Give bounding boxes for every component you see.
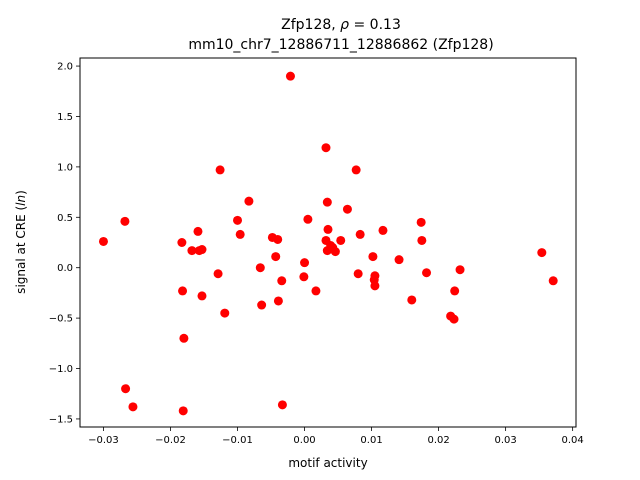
data-point <box>255 263 265 273</box>
data-point <box>394 255 404 265</box>
data-point <box>98 236 108 246</box>
data-point <box>273 296 283 306</box>
data-point <box>336 235 346 245</box>
data-point <box>370 281 380 291</box>
x-axis-ticks: −0.03 −0.02 −0.01 0.00 0.01 0.02 0.03 0.04 <box>88 427 584 446</box>
x-tick-label: 0.01 <box>360 435 382 446</box>
data-point <box>277 276 287 286</box>
data-point <box>353 269 363 279</box>
data-point <box>422 268 432 278</box>
data-point <box>455 265 465 275</box>
x-tick-label: −0.01 <box>222 435 253 446</box>
y-tick-label: 0.0 <box>57 263 73 274</box>
x-axis-label: motif activity <box>288 456 367 470</box>
data-point <box>322 197 332 207</box>
y-tick-label: 1.0 <box>57 162 73 173</box>
data-point <box>220 308 230 318</box>
data-point <box>121 384 131 394</box>
data-point <box>257 300 267 310</box>
data-point <box>215 165 225 175</box>
data-point <box>303 214 313 224</box>
y-axis-ticks: −1.5 −1.0 −0.5 0.0 0.5 1.0 1.5 2.0 <box>49 62 80 425</box>
data-point <box>213 269 223 279</box>
data-point <box>197 245 207 255</box>
data-point <box>417 235 427 245</box>
x-tick-label: 0.00 <box>293 435 315 446</box>
x-tick-label: 0.02 <box>427 435 449 446</box>
y-tick-label: −0.5 <box>49 314 73 325</box>
data-point <box>537 248 547 258</box>
y-tick-label: 1.5 <box>57 112 73 123</box>
y-axis-label: signal at CRE (ln) <box>14 190 28 294</box>
y-tick-label: −1.0 <box>49 364 73 375</box>
data-point <box>187 246 197 256</box>
data-point <box>449 314 459 324</box>
data-point <box>378 225 388 235</box>
data-point <box>351 165 361 175</box>
y-tick-label: −1.5 <box>49 414 73 425</box>
data-point <box>370 271 380 281</box>
data-point <box>342 204 352 214</box>
data-point <box>273 234 283 244</box>
x-tick-label: 0.03 <box>494 435 516 446</box>
data-point <box>450 286 460 296</box>
data-point <box>178 406 188 416</box>
data-point <box>323 224 333 234</box>
data-point <box>299 272 309 282</box>
data-point <box>330 247 340 257</box>
data-point <box>178 286 188 296</box>
data-point <box>548 276 558 286</box>
data-point <box>197 291 207 301</box>
data-point <box>179 333 189 343</box>
data-points <box>98 71 558 416</box>
data-point <box>368 252 378 262</box>
data-point <box>285 71 295 81</box>
y-tick-label: 0.5 <box>57 213 73 224</box>
x-tick-label: 0.04 <box>562 435 584 446</box>
data-point <box>128 402 138 412</box>
x-tick-label: −0.02 <box>155 435 186 446</box>
chart-title-line2: mm10_chr7_12886711_12886862 (Zfp128) <box>188 37 493 53</box>
data-point <box>311 286 321 296</box>
data-point <box>235 229 245 239</box>
data-point <box>271 252 281 262</box>
data-point <box>177 238 187 247</box>
data-point <box>244 196 254 206</box>
plot-frame <box>79 57 577 428</box>
y-tick-label: 2.0 <box>57 62 73 73</box>
x-tick-label: −0.03 <box>88 435 119 446</box>
data-point <box>193 226 203 236</box>
data-point <box>321 143 331 153</box>
data-point <box>355 229 365 239</box>
chart-title-line1: Zfp128, ρ = 0.13 <box>281 17 401 33</box>
data-point <box>300 258 310 268</box>
data-point <box>277 400 287 410</box>
data-point <box>120 216 130 226</box>
data-point <box>416 217 426 227</box>
data-point <box>233 215 243 225</box>
data-point <box>407 295 417 305</box>
